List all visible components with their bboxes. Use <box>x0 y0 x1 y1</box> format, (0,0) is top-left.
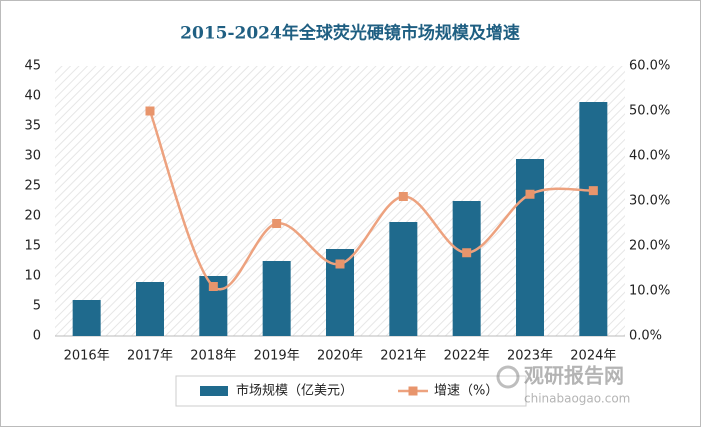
x-tick-label: 2017年 <box>127 349 173 364</box>
watermark: 观研报告网 chinabaogao.com <box>496 364 630 406</box>
bar <box>262 261 291 336</box>
x-tick-label: 2021年 <box>380 349 426 364</box>
y2-tick-label: 20.0% <box>629 239 670 254</box>
chart-title: 2015-2024年全球荧光硬镜市场规模及增速 <box>180 23 520 44</box>
y2-tick-label: 60.0% <box>629 59 670 74</box>
legend-label: 市场规模（亿美元） <box>236 383 353 399</box>
y-tick-label: 5 <box>33 299 41 314</box>
x-tick-label: 2018年 <box>190 349 236 364</box>
bar <box>389 222 418 336</box>
bar <box>72 300 101 336</box>
x-tick-label: 2020年 <box>317 349 363 364</box>
y-tick-label: 15 <box>24 239 41 254</box>
line-marker <box>335 259 345 269</box>
y-tick-label: 40 <box>24 89 41 104</box>
y-tick-label: 30 <box>24 149 41 164</box>
y-tick-label: 45 <box>24 59 41 74</box>
line-marker <box>398 192 408 201</box>
y2-tick-label: 40.0% <box>629 149 670 164</box>
x-tick-label: 2024年 <box>570 349 616 364</box>
y-tick-label: 25 <box>24 179 41 194</box>
y2-tick-label: 50.0% <box>629 104 670 119</box>
line-marker <box>145 106 155 116</box>
bar <box>579 102 608 336</box>
x-tick-label: 2016年 <box>64 349 110 364</box>
y-tick-label: 20 <box>24 209 41 224</box>
bar <box>452 201 481 336</box>
legend-swatch <box>408 386 418 396</box>
line-marker <box>525 189 535 199</box>
x-tick-label: 2022年 <box>444 349 490 364</box>
line-marker <box>208 282 218 291</box>
x-tick-label: 2023年 <box>507 349 553 364</box>
legend-swatch <box>200 386 228 396</box>
watermark-url: chinabaogao.com <box>524 392 630 406</box>
x-tick-label: 2019年 <box>254 349 300 364</box>
y2-tick-label: 0.0% <box>629 329 662 344</box>
y-tick-label: 0 <box>33 329 41 344</box>
y2-tick-label: 30.0% <box>629 194 670 209</box>
y-tick-label: 10 <box>24 269 41 284</box>
y2-tick-label: 10.0% <box>629 284 670 299</box>
bar <box>136 282 164 336</box>
watermark-logo <box>496 365 520 389</box>
y-tick-label: 35 <box>24 119 41 134</box>
legend-box <box>175 375 527 407</box>
watermark-name: 观研报告网 <box>524 364 624 388</box>
line-marker <box>462 248 472 258</box>
line-marker <box>588 186 598 196</box>
legend-label: 增速（%） <box>434 384 498 399</box>
bar <box>516 159 544 336</box>
line-marker <box>272 219 282 228</box>
